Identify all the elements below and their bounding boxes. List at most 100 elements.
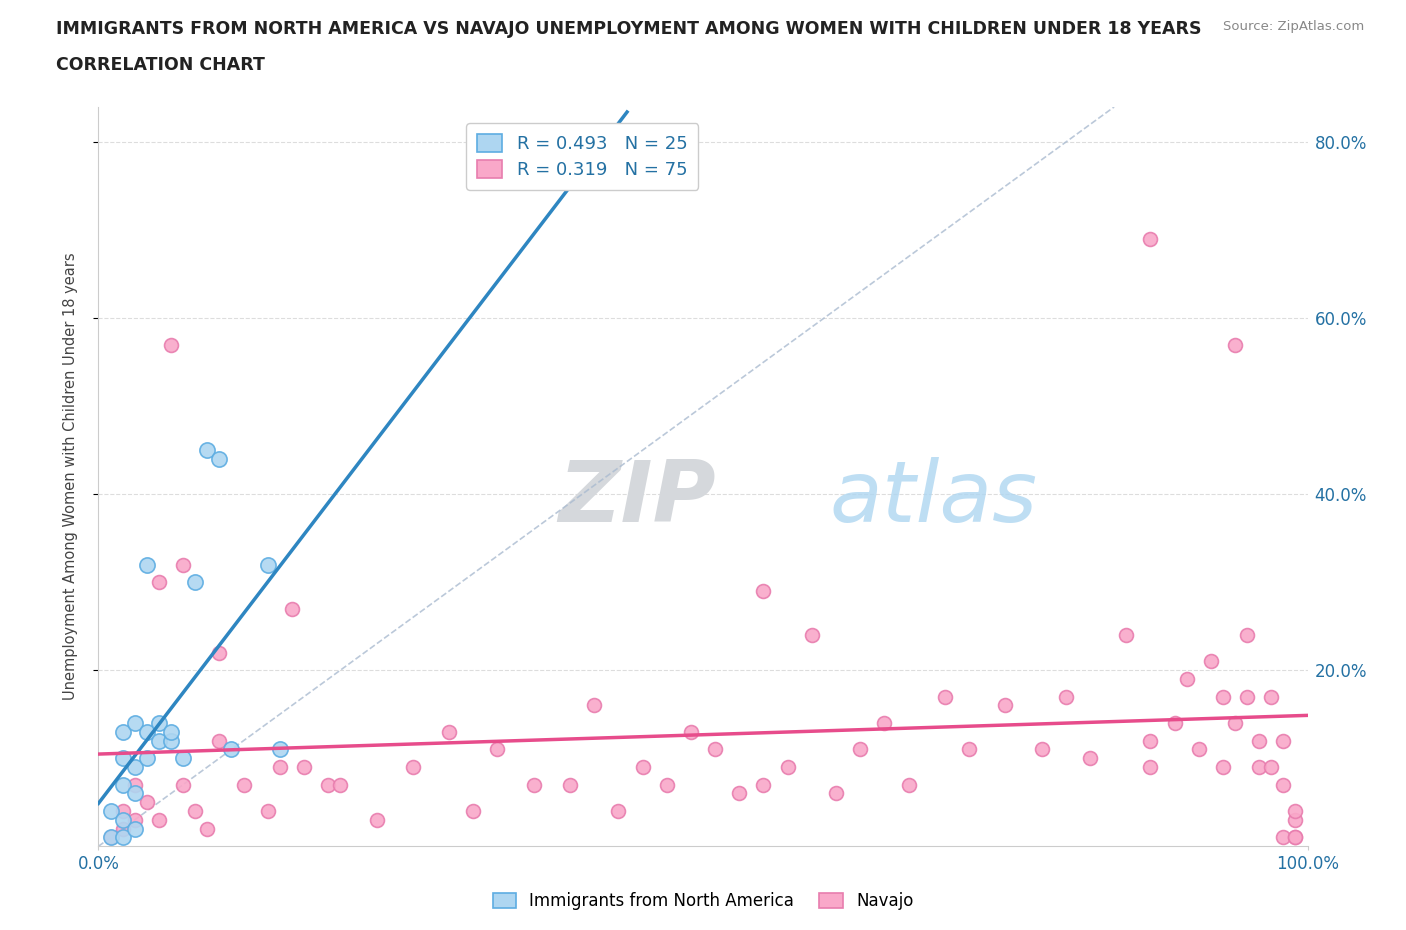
Point	[1249, 733, 1271, 748]
Point	[1223, 716, 1246, 731]
Point	[437, 724, 460, 739]
Point	[172, 777, 194, 792]
Point	[1078, 751, 1101, 765]
Text: atlas: atlas	[830, 458, 1038, 540]
Point	[463, 804, 485, 818]
Point	[366, 813, 388, 828]
Point	[111, 724, 134, 739]
Point	[1212, 760, 1234, 775]
Point	[1272, 830, 1295, 845]
Point	[160, 724, 183, 739]
Point	[160, 733, 183, 748]
Point	[329, 777, 352, 792]
Point	[124, 777, 146, 792]
Point	[1284, 813, 1306, 828]
Point	[111, 751, 134, 765]
Point	[160, 338, 183, 352]
Point	[208, 645, 231, 660]
Point	[124, 821, 146, 836]
Point	[100, 830, 122, 845]
Point	[135, 724, 157, 739]
Point	[195, 821, 218, 836]
Point	[1199, 654, 1222, 669]
Point	[281, 601, 304, 616]
Text: Source: ZipAtlas.com: Source: ZipAtlas.com	[1223, 20, 1364, 33]
Point	[752, 777, 775, 792]
Point	[100, 830, 122, 845]
Point	[1260, 760, 1282, 775]
Point	[1284, 830, 1306, 845]
Point	[1260, 689, 1282, 704]
Point	[1212, 689, 1234, 704]
Point	[208, 733, 231, 748]
Y-axis label: Unemployment Among Women with Children Under 18 years: Unemployment Among Women with Children U…	[63, 253, 77, 700]
Point	[1054, 689, 1077, 704]
Point	[1236, 628, 1258, 643]
Point	[124, 760, 146, 775]
Point	[934, 689, 956, 704]
Point	[704, 742, 727, 757]
Point	[208, 452, 231, 467]
Point	[135, 557, 157, 572]
Point	[1284, 804, 1306, 818]
Point	[269, 760, 291, 775]
Point	[111, 821, 134, 836]
Point	[232, 777, 254, 792]
Point	[1163, 716, 1185, 731]
Text: IMMIGRANTS FROM NORTH AMERICA VS NAVAJO UNEMPLOYMENT AMONG WOMEN WITH CHILDREN U: IMMIGRANTS FROM NORTH AMERICA VS NAVAJO …	[56, 20, 1202, 38]
Point	[221, 742, 243, 757]
Point	[256, 804, 278, 818]
Point	[111, 813, 134, 828]
Point	[523, 777, 546, 792]
Point	[728, 786, 751, 801]
Legend: Immigrants from North America, Navajo: Immigrants from North America, Navajo	[486, 885, 920, 917]
Point	[655, 777, 678, 792]
Point	[184, 804, 207, 818]
Point	[292, 760, 315, 775]
Text: ZIP: ZIP	[558, 458, 716, 540]
Point	[800, 628, 823, 643]
Point	[111, 804, 134, 818]
Point	[124, 786, 146, 801]
Point	[679, 724, 702, 739]
Point	[1139, 760, 1161, 775]
Point	[897, 777, 920, 792]
Point	[1236, 689, 1258, 704]
Point	[316, 777, 339, 792]
Point	[1249, 760, 1271, 775]
Point	[148, 813, 170, 828]
Point	[1031, 742, 1053, 757]
Point	[1115, 628, 1137, 643]
Point	[402, 760, 425, 775]
Point	[148, 575, 170, 590]
Point	[135, 751, 157, 765]
Point	[776, 760, 799, 775]
Point	[172, 557, 194, 572]
Point	[135, 795, 157, 810]
Point	[631, 760, 654, 775]
Point	[111, 830, 134, 845]
Point	[1272, 777, 1295, 792]
Point	[269, 742, 291, 757]
Point	[1284, 830, 1306, 845]
Point	[1188, 742, 1211, 757]
Point	[752, 584, 775, 599]
Point	[1139, 733, 1161, 748]
Legend: R = 0.493   N = 25, R = 0.319   N = 75: R = 0.493 N = 25, R = 0.319 N = 75	[465, 124, 699, 190]
Point	[873, 716, 896, 731]
Text: CORRELATION CHART: CORRELATION CHART	[56, 56, 266, 73]
Point	[124, 813, 146, 828]
Point	[583, 698, 606, 713]
Point	[184, 575, 207, 590]
Point	[849, 742, 872, 757]
Point	[994, 698, 1017, 713]
Point	[1139, 232, 1161, 246]
Point	[1175, 671, 1198, 686]
Point	[100, 804, 122, 818]
Point	[195, 443, 218, 458]
Point	[825, 786, 848, 801]
Point	[486, 742, 509, 757]
Point	[1272, 733, 1295, 748]
Point	[957, 742, 980, 757]
Point	[124, 716, 146, 731]
